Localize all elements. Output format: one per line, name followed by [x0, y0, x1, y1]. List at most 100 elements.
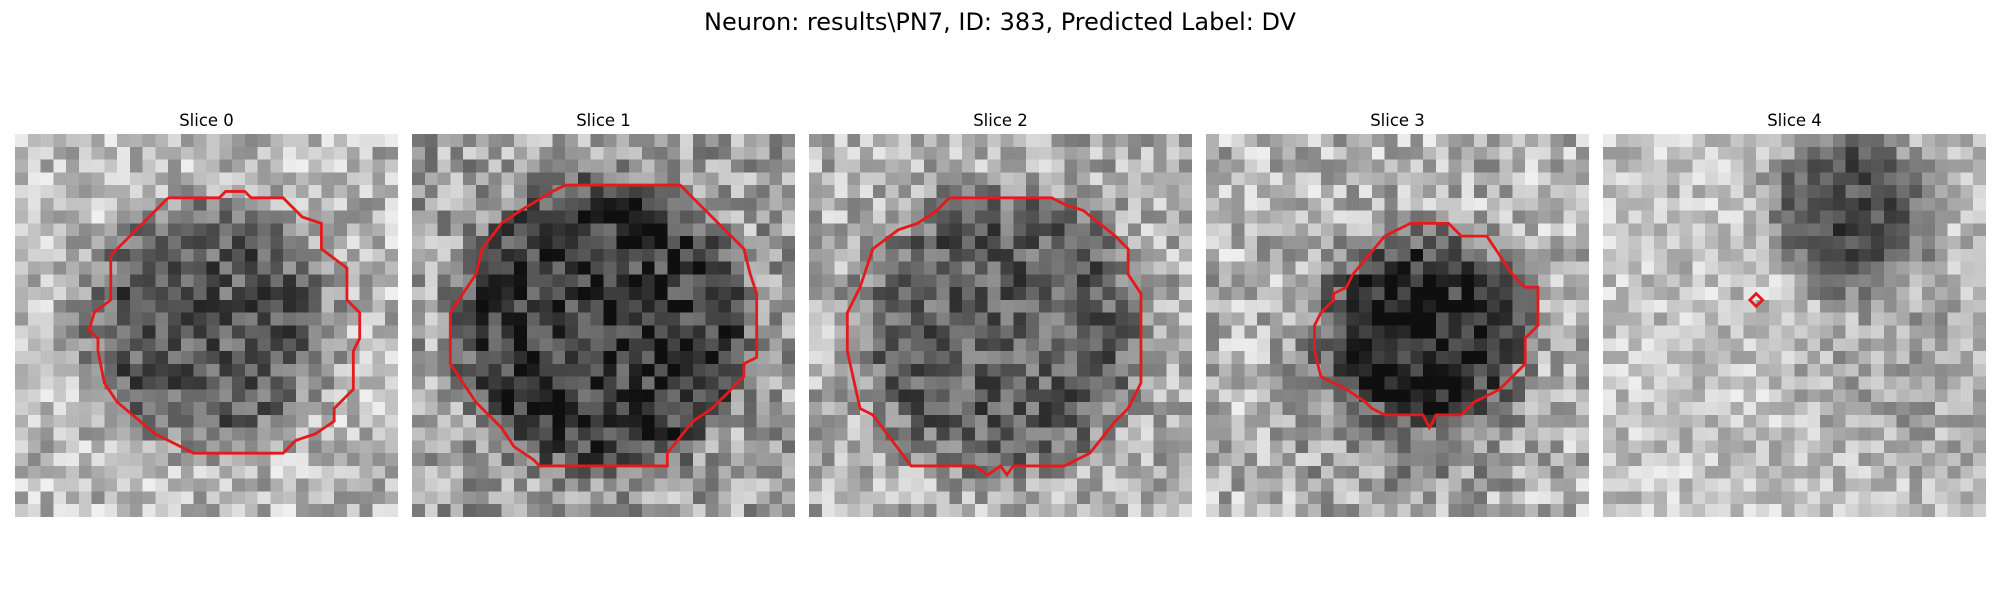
- pixel: [654, 414, 668, 428]
- pixel: [1077, 312, 1091, 326]
- pixel: [1730, 440, 1744, 454]
- pixel: [514, 491, 528, 505]
- pixel: [463, 248, 477, 262]
- pixel: [629, 478, 643, 492]
- pixel: [1384, 491, 1398, 505]
- pixel: [756, 274, 770, 288]
- pixel: [1102, 491, 1116, 505]
- pixel: [1435, 389, 1449, 403]
- pixel: [1692, 338, 1706, 352]
- pixel: [616, 427, 630, 441]
- pixel: [1038, 504, 1052, 517]
- pixel: [1525, 312, 1539, 326]
- pixel: [590, 427, 604, 441]
- pixel: [1423, 236, 1437, 250]
- pixel: [206, 465, 220, 479]
- pixel: [949, 478, 963, 492]
- pixel: [193, 146, 207, 160]
- pixel: [552, 248, 566, 262]
- pixel: [1206, 223, 1220, 237]
- pixel: [78, 248, 92, 262]
- pixel: [180, 185, 194, 199]
- pixel: [1410, 197, 1424, 211]
- pixel: [1794, 261, 1808, 275]
- pixel: [232, 236, 246, 250]
- pixel: [283, 248, 297, 262]
- pixel: [1641, 146, 1655, 160]
- pixel: [1615, 185, 1629, 199]
- pixel: [654, 299, 668, 313]
- pixel: [244, 376, 258, 390]
- pixel: [641, 465, 655, 479]
- pixel: [1038, 185, 1052, 199]
- pixel: [1563, 351, 1577, 365]
- pixel: [590, 312, 604, 326]
- pixel: [641, 172, 655, 186]
- pixel: [1179, 274, 1192, 288]
- pixel: [1499, 287, 1513, 301]
- pixel: [412, 261, 426, 275]
- pixel: [1102, 376, 1116, 390]
- pixel: [1934, 427, 1948, 441]
- pixel: [1295, 414, 1309, 428]
- pixel: [1257, 172, 1271, 186]
- pixel: [1257, 363, 1271, 377]
- pixel: [692, 351, 706, 365]
- pixel: [1679, 299, 1693, 313]
- pixel: [257, 261, 271, 275]
- pixel: [1820, 402, 1834, 416]
- pixel: [412, 210, 426, 224]
- pixel: [1499, 363, 1513, 377]
- pixel: [437, 172, 451, 186]
- pixel: [53, 223, 67, 237]
- pixel: [385, 185, 398, 199]
- pixel: [629, 504, 643, 517]
- pixel: [1474, 427, 1488, 441]
- pixel: [1922, 134, 1936, 148]
- pixel: [1525, 274, 1539, 288]
- pixel: [359, 274, 373, 288]
- pixel: [629, 465, 643, 479]
- pixel: [974, 185, 988, 199]
- pixel: [1486, 210, 1500, 224]
- pixel: [1179, 325, 1192, 339]
- pixel: [1603, 185, 1617, 199]
- pixel: [962, 287, 976, 301]
- pixel: [616, 274, 630, 288]
- pixel: [1654, 465, 1668, 479]
- pixel: [1128, 325, 1142, 339]
- pixel: [283, 223, 297, 237]
- pixel: [321, 274, 335, 288]
- pixel: [488, 185, 502, 199]
- pixel: [923, 376, 937, 390]
- pixel: [1845, 338, 1859, 352]
- pixel: [1333, 274, 1347, 288]
- pixel: [1423, 197, 1437, 211]
- pixel: [1038, 236, 1052, 250]
- pixel: [1102, 299, 1116, 313]
- pixel: [1666, 351, 1680, 365]
- pixel: [1499, 465, 1513, 479]
- pixel: [15, 159, 29, 173]
- pixel: [1871, 312, 1885, 326]
- pixel: [577, 402, 591, 416]
- pixel: [1269, 172, 1283, 186]
- pixel: [359, 197, 373, 211]
- pixel: [1603, 287, 1617, 301]
- pixel: [987, 325, 1001, 339]
- pixel: [974, 440, 988, 454]
- pixel: [949, 491, 963, 505]
- pixel: [1333, 453, 1347, 467]
- pixel: [974, 172, 988, 186]
- pixel: [756, 389, 770, 403]
- pixel: [78, 185, 92, 199]
- pixel: [1705, 299, 1719, 313]
- pixel: [270, 312, 284, 326]
- pixel: [1512, 236, 1526, 250]
- pixel: [1820, 504, 1834, 517]
- pixel: [834, 210, 848, 224]
- pixel: [782, 491, 795, 505]
- pixel: [1525, 299, 1539, 313]
- pixel: [1679, 478, 1693, 492]
- pixel: [539, 504, 553, 517]
